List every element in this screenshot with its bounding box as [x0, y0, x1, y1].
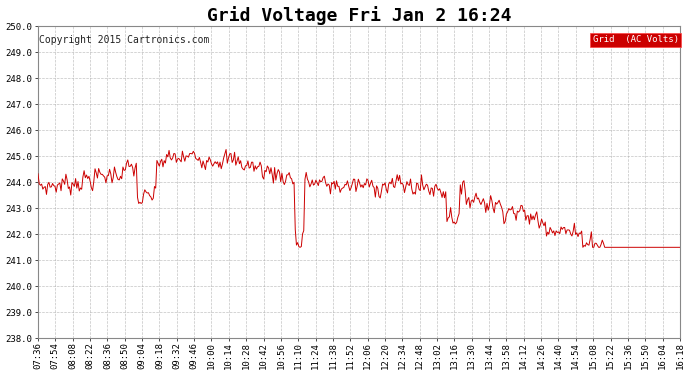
Title: Grid Voltage Fri Jan 2 16:24: Grid Voltage Fri Jan 2 16:24 [207, 6, 511, 24]
Text: Grid  (AC Volts): Grid (AC Volts) [593, 36, 679, 45]
Text: Copyright 2015 Cartronics.com: Copyright 2015 Cartronics.com [39, 36, 209, 45]
